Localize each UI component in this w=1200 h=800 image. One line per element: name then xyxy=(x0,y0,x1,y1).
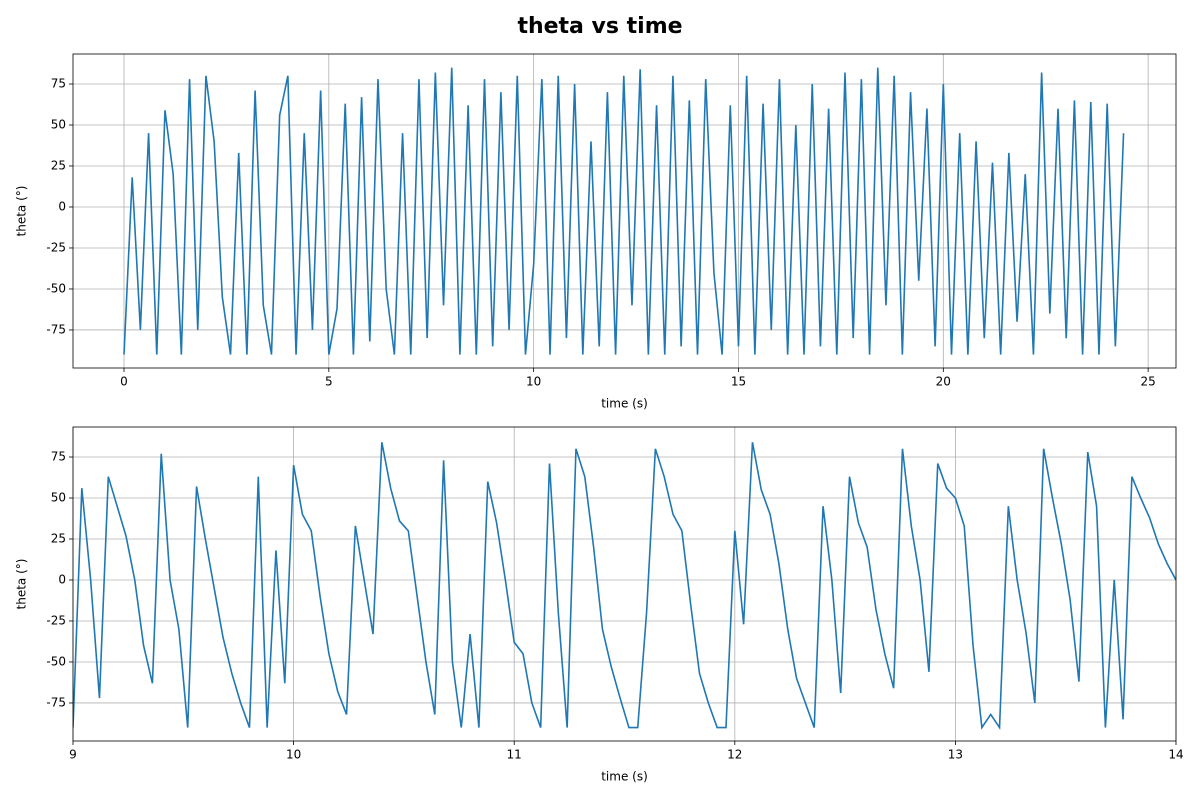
y-tick-label: 25 xyxy=(51,531,66,545)
x-tick-label: 9 xyxy=(69,748,77,762)
x-tick-label: 14 xyxy=(1168,748,1183,762)
data-line xyxy=(73,442,1176,731)
x-tick-label: 10 xyxy=(526,375,541,389)
y-tick-label: 25 xyxy=(51,158,66,172)
y-axis-label: theta (°) xyxy=(15,559,29,610)
data-line xyxy=(123,67,1125,355)
x-tick-label: 13 xyxy=(948,748,963,762)
x-axis-label: time (s) xyxy=(601,770,648,784)
y-tick-label: -25 xyxy=(46,240,66,254)
x-tick-label: 5 xyxy=(325,375,333,389)
x-tick-label: 0 xyxy=(120,375,128,389)
y-axis-label: theta (°) xyxy=(15,186,29,237)
x-tick-label: 10 xyxy=(286,748,301,762)
x-tick-label: 11 xyxy=(507,748,522,762)
y-tick-label: -75 xyxy=(46,322,66,336)
x-tick-label: 12 xyxy=(727,748,742,762)
y-tick-label: -50 xyxy=(46,654,66,668)
y-tick-label: -50 xyxy=(46,281,66,295)
y-tick-label: 75 xyxy=(51,450,66,464)
y-tick-label: 50 xyxy=(51,490,66,504)
y-tick-label: 75 xyxy=(51,77,66,91)
x-tick-label: 25 xyxy=(1141,375,1156,389)
plot-frame xyxy=(72,53,1177,369)
y-tick-label: -25 xyxy=(46,613,66,627)
y-tick-label: -75 xyxy=(46,695,66,709)
x-tick-label: 20 xyxy=(936,375,951,389)
y-tick-label: 0 xyxy=(58,572,66,586)
y-tick-label: 0 xyxy=(58,199,66,213)
x-tick-label: 15 xyxy=(731,375,746,389)
figure-title: theta vs time xyxy=(517,14,682,39)
plot-frame xyxy=(72,426,1177,742)
x-axis-label: time (s) xyxy=(601,397,648,411)
y-tick-label: 50 xyxy=(51,117,66,131)
